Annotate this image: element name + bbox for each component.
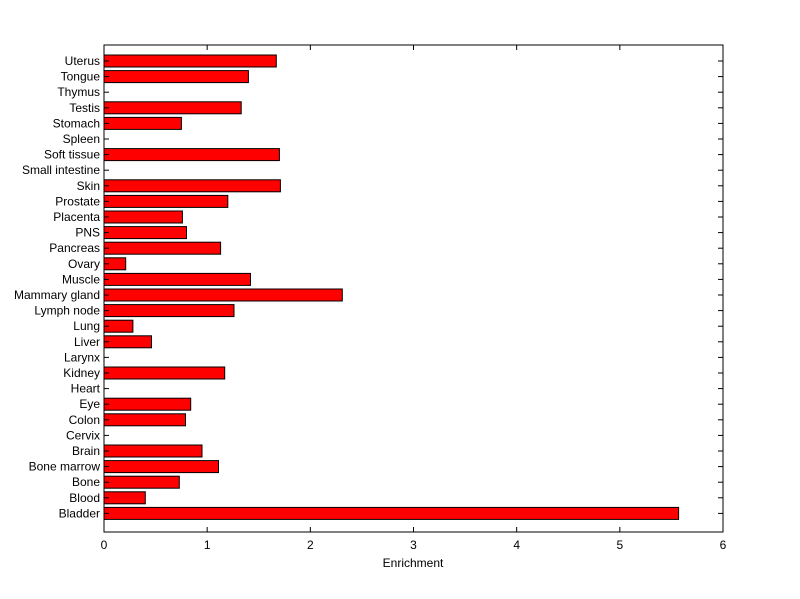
x-tick-label-3: 3	[410, 538, 417, 552]
y-tick-label-bone-marrow: Bone marrow	[29, 460, 101, 474]
y-tick-label-pancreas: Pancreas	[49, 241, 100, 255]
bar-pancreas	[103, 241, 222, 255]
x-tick-label-1: 1	[204, 538, 211, 552]
bar-bone	[103, 475, 180, 489]
y-tick-label-bladder: Bladder	[59, 506, 100, 520]
x-tick-label-4: 4	[513, 538, 520, 552]
bar-kidney	[103, 366, 226, 380]
ticks-layer	[103, 45, 724, 532]
y-tick-label-spleen: Spleen	[63, 132, 100, 146]
y-tick-label-blood: Blood	[69, 491, 100, 505]
y-tick-label-small-intestine: Small intestine	[22, 163, 100, 177]
y-tick-label-brain: Brain	[72, 444, 100, 458]
y-tick-label-larynx: Larynx	[64, 350, 100, 364]
y-tick-label-heart: Heart	[71, 382, 101, 396]
y-tick-label-skin: Skin	[77, 179, 100, 193]
y-tick-label-muscle: Muscle	[62, 272, 100, 286]
x-axis-title: Enrichment	[383, 556, 444, 570]
y-tick-label-testis: Testis	[69, 101, 100, 115]
bar-liver	[103, 335, 152, 349]
y-tick-label-kidney: Kidney	[63, 366, 100, 380]
bar-skin	[103, 179, 281, 193]
y-tick-label-lung: Lung	[73, 319, 100, 333]
y-tick-label-tongue: Tongue	[61, 70, 101, 84]
bar-bone-marrow	[103, 460, 219, 474]
bar-soft-tissue	[103, 148, 280, 162]
bar-uterus	[103, 54, 277, 68]
y-tick-label-soft-tissue: Soft tissue	[44, 148, 100, 162]
bar-placenta	[103, 210, 183, 224]
bar-mammary-gland	[103, 288, 343, 302]
y-tick-label-mammary-gland: Mammary gland	[14, 288, 100, 302]
bar-eye	[103, 397, 192, 411]
x-tick-labels: 0 1 2 3 4 5 6	[101, 538, 727, 552]
bar-lymph-node	[103, 304, 235, 318]
y-tick-label-prostate: Prostate	[55, 194, 100, 208]
y-tick-label-uterus: Uterus	[65, 54, 100, 68]
bar-brain	[103, 444, 203, 458]
bar-stomach	[103, 116, 182, 130]
y-tick-label-bone: Bone	[72, 475, 100, 489]
bar-tongue	[103, 70, 249, 84]
bar-muscle	[103, 272, 251, 286]
y-tick-label-cervix: Cervix	[66, 428, 100, 442]
y-tick-label-placenta: Placenta	[53, 210, 100, 224]
y-tick-label-lymph-node: Lymph node	[34, 304, 100, 318]
y-tick-label-pns: PNS	[75, 226, 100, 240]
bar-pns	[103, 226, 187, 240]
x-tick-label-6: 6	[720, 538, 727, 552]
x-tick-label-5: 5	[616, 538, 623, 552]
y-tick-label-thymus: Thymus	[57, 85, 100, 99]
bar-colon	[103, 413, 186, 427]
bar-blood	[103, 491, 146, 505]
y-tick-label-stomach: Stomach	[53, 116, 100, 130]
y-tick-label-eye: Eye	[79, 397, 100, 411]
y-tick-label-liver: Liver	[74, 335, 100, 349]
x-tick-label-0: 0	[101, 538, 108, 552]
y-tick-label-ovary: Ovary	[68, 257, 100, 271]
x-tick-label-2: 2	[307, 538, 314, 552]
bar-testis	[103, 101, 242, 115]
y-tick-label-colon: Colon	[69, 413, 100, 427]
bars-layer	[103, 54, 680, 520]
bar-bladder	[103, 506, 680, 520]
bar-prostate	[103, 194, 229, 208]
